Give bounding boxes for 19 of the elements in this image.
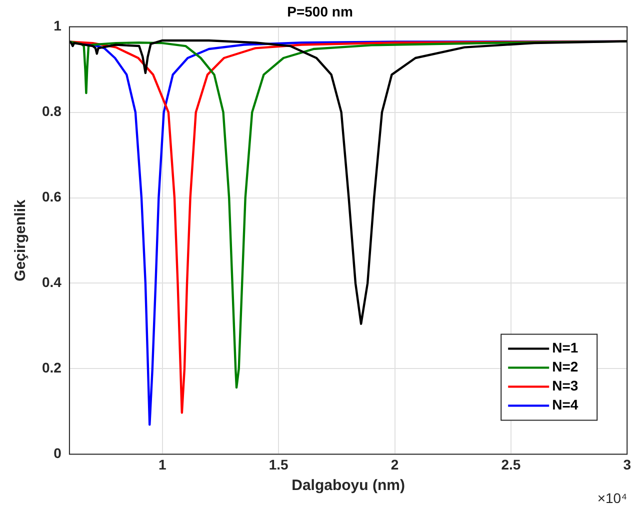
y-tick-label: 0.6 bbox=[42, 188, 62, 205]
x-tick-label: 1 bbox=[158, 456, 167, 472]
legend-label: N=2 bbox=[552, 358, 578, 375]
legend-label: N=4 bbox=[552, 396, 578, 413]
x-tick-label: 2.5 bbox=[501, 456, 521, 472]
legend-label: N=1 bbox=[552, 340, 578, 356]
y-tick-label: 0.2 bbox=[42, 360, 62, 376]
y-tick-label: 0.8 bbox=[42, 103, 62, 120]
y-axis-title: Geçirgenlik bbox=[12, 198, 30, 282]
y-tick-label: 0 bbox=[54, 445, 62, 462]
text: ×10⁴ bbox=[597, 490, 628, 506]
x-tick-label: 1.5 bbox=[268, 456, 289, 472]
y-tick-label: 0.4 bbox=[42, 274, 62, 290]
x-tick-label: 2 bbox=[390, 456, 399, 472]
chart-title: P=500 nm bbox=[287, 3, 353, 20]
legend-label: N=3 bbox=[552, 378, 578, 394]
y-tick-label: 1 bbox=[54, 18, 62, 34]
x-tick-label: 3 bbox=[623, 456, 632, 472]
x-axis-title: Dalgaboyu (nm) bbox=[292, 477, 405, 494]
